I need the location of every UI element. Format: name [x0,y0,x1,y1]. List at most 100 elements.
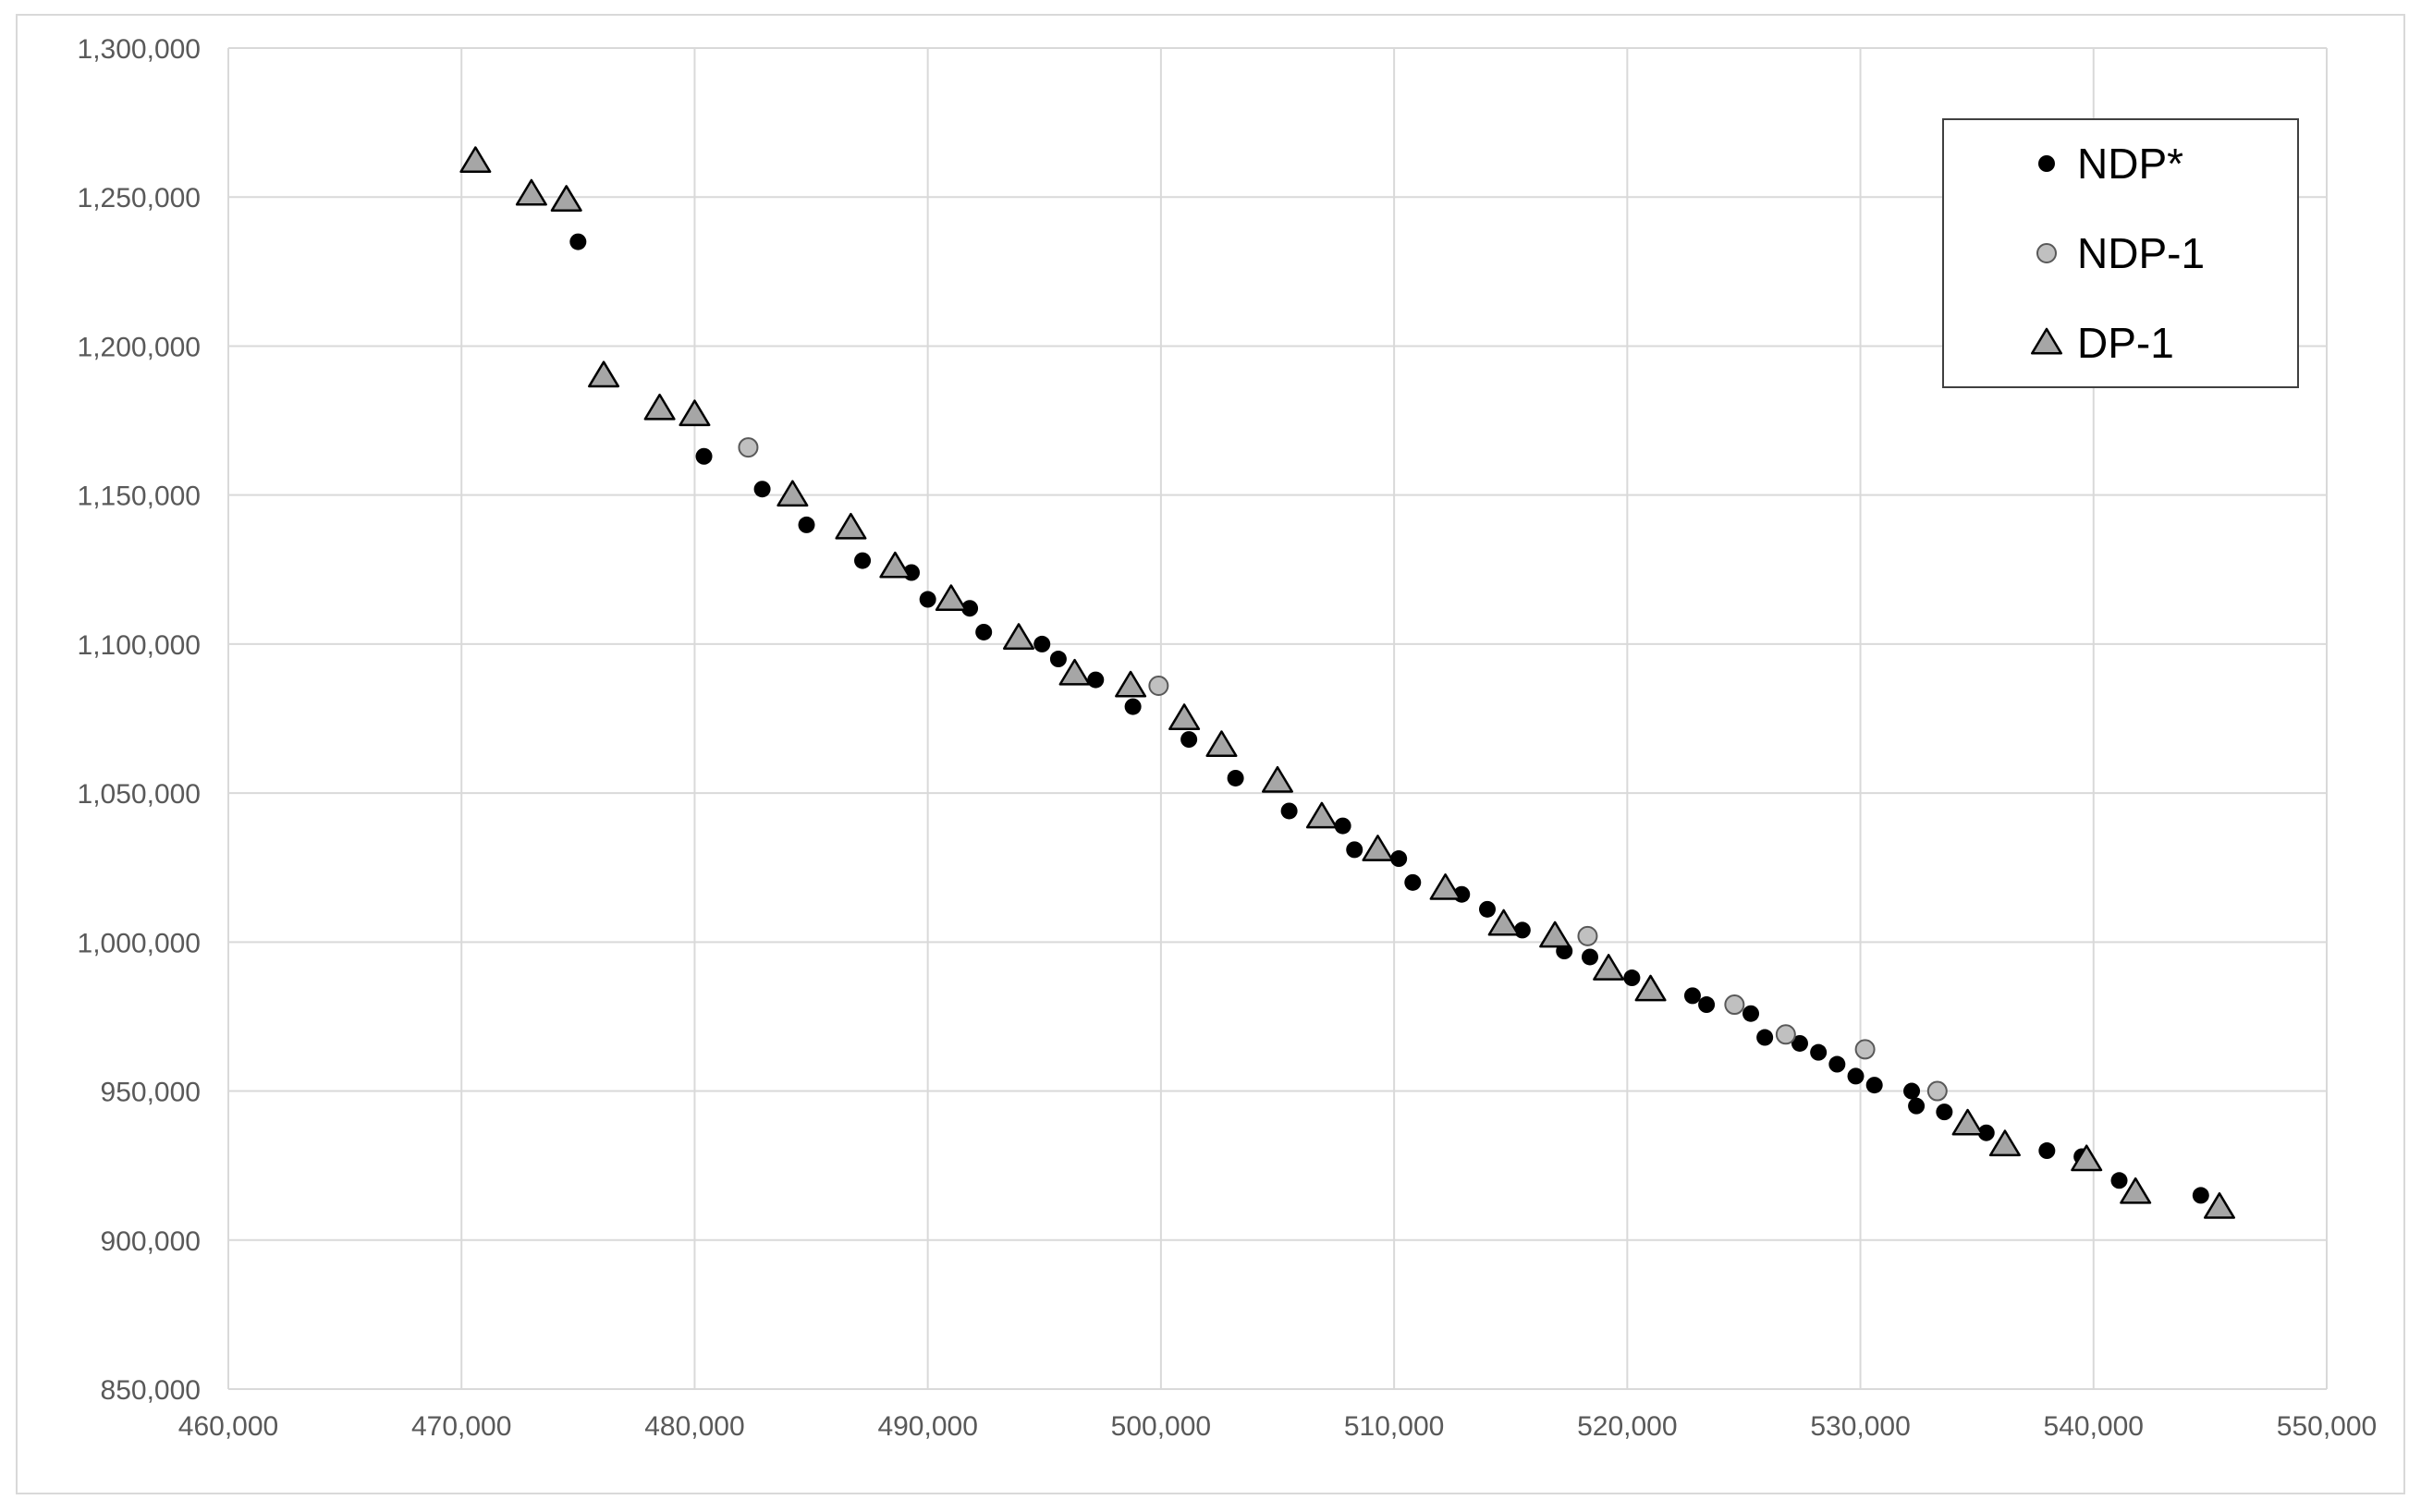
dp-1-point [835,512,867,540]
ndp-point [1791,1034,1808,1052]
ndp-point [854,552,872,569]
grid-lines [227,47,2328,1390]
x-tick-label: 490,000 [877,1411,977,1442]
y-tick-label: 850,000 [101,1375,201,1406]
ndp-point [1698,996,1716,1014]
dp-1-point [2071,1144,2103,1172]
dp-1-point [935,584,967,612]
legend-marker [2031,327,2062,355]
ndp-point [975,623,993,640]
ndp-point [1049,651,1067,668]
dp-1-point [1362,835,1394,861]
legend: NDP* NDP-1 DP-1 [1942,118,2299,388]
ndp-point [1623,969,1641,987]
ndp-1-point [1577,925,1598,946]
x-tick-label: 500,000 [1111,1411,1211,1442]
ndp-point [1847,1067,1865,1085]
chart-frame: 460,000 470,000 480,000 490,000 500,000 510,0… [16,14,2405,1494]
dp-1-point [1539,921,1571,948]
dp-1-point [776,480,809,507]
ndp-point [1683,987,1701,1005]
ndp-point [1404,873,1422,891]
dp-1-point [459,146,492,174]
ndp-point [1865,1077,1883,1094]
dp-1-point [1988,1129,2021,1157]
dp-1-point [1951,1108,1984,1136]
dp-1-point [1487,908,1520,936]
dp-1-point [1168,703,1201,730]
dp-1-point [1115,670,1147,698]
ndp-point [798,516,815,533]
ndp-point [1756,1029,1774,1046]
ndp-point [695,447,713,465]
ndp-1-point [1926,1080,1948,1102]
ndp-point [1124,698,1142,715]
scatter-chart: 460,000 470,000 480,000 490,000 500,000 510,0… [78,34,2378,1442]
dp-1-point [879,551,911,579]
legend-box [1942,118,2299,388]
ndp-point [1390,850,1408,868]
ndp-point [1180,731,1198,749]
y-tick-label: 900,000 [101,1226,201,1257]
legend-label: NDP* [2077,140,2183,188]
dp-1-point [643,393,676,421]
dp-1-point [1058,658,1091,686]
dp-1-point [550,185,582,212]
x-tick-label: 470,000 [411,1411,511,1442]
ndp-point [961,600,979,617]
ndp-point [919,591,936,608]
x-tick-label: 460,000 [178,1411,278,1442]
y-tick-label: 1,100,000 [78,630,201,661]
legend-marker [2036,243,2057,263]
dp-1-point [515,178,547,206]
ndp-point [1742,1005,1760,1022]
y-tick-label: 1,000,000 [78,928,201,958]
ndp-point [2038,1142,2056,1160]
ndp-point [1977,1124,1995,1141]
ndp-1-point [1724,994,1745,1016]
y-tick-label: 1,150,000 [78,482,201,512]
dp-1-point [2120,1177,2152,1204]
dp-1-point [679,399,711,427]
legend-label: DP-1 [2077,319,2174,367]
ndp-point [1280,802,1298,820]
ndp-point [1936,1104,1953,1121]
ndp-point [1479,900,1496,918]
legend-label: NDP-1 [2077,229,2205,277]
ndp-point [1033,635,1051,652]
dp-1-point [1205,730,1238,758]
ndp-point [1087,671,1105,689]
dp-1-point [2203,1192,2235,1219]
ndp-1-point [1854,1039,1876,1060]
ndp-point [1810,1043,1828,1061]
dp-1-point [1262,765,1293,793]
ndp-point [1346,841,1363,859]
dp-1-point [1634,974,1667,1002]
ndp-point [1227,769,1244,786]
ndp-point [1581,948,1598,966]
ndp-1-point [738,437,759,458]
x-tick-label: 510,000 [1344,1411,1444,1442]
y-tick-label: 950,000 [101,1078,201,1108]
x-tick-label: 530,000 [1810,1411,1910,1442]
y-tick-label: 1,250,000 [78,183,201,213]
x-tick-label: 540,000 [2044,1411,2144,1442]
ndp-point [2110,1172,2128,1189]
ndp-point [1903,1082,1921,1100]
legend-marker [2038,155,2055,172]
dp-1-point [1593,954,1625,981]
ndp-point [1334,817,1351,835]
ndp-1-point [1775,1024,1796,1045]
y-tick-label: 1,200,000 [78,332,201,362]
ndp-point [569,233,587,250]
x-tick-label: 520,000 [1577,1411,1677,1442]
ndp-point [753,481,771,498]
tick-labels: 460,000 470,000 480,000 490,000 500,000 510,0… [78,34,2378,1442]
ndp-point [1908,1097,1926,1115]
x-tick-label: 550,000 [2277,1411,2377,1442]
ndp-1-point [1148,676,1169,697]
dp-1-point [588,360,620,388]
y-tick-label: 1,050,000 [78,779,201,810]
data-points [459,146,2235,1219]
ndp-point [1828,1055,1846,1073]
